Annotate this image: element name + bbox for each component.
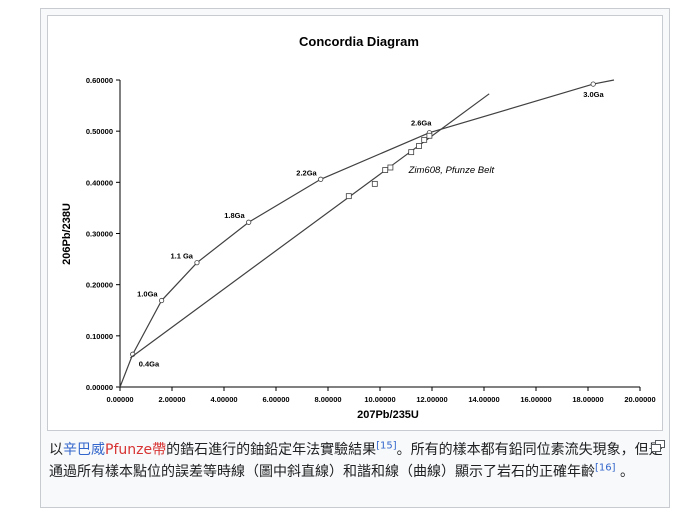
reference-15: [15] xyxy=(376,440,397,451)
x-axis-label: 207Pb/235U xyxy=(357,409,419,421)
discordia-label: Zim608, Pfunze Belt xyxy=(408,165,495,176)
reference-15-link[interactable]: [15] xyxy=(376,440,397,452)
age-label: 2.2Ga xyxy=(296,168,317,177)
sample-point xyxy=(421,136,428,143)
zimbabwe-link[interactable]: 辛巴威 xyxy=(63,442,105,458)
age-label: 1.8Ga xyxy=(224,211,245,220)
x-tick-label: 18.00000 xyxy=(572,395,603,404)
pfunze-belt-link[interactable]: Pfunze帶 xyxy=(105,442,167,458)
y-axis-label: 206Pb/238U xyxy=(61,203,73,265)
x-tick-label: 20.00000 xyxy=(624,395,655,404)
caption-text-2: 。所有的樣本都有鉛同位素流失現象，但是通過所有樣本點位的誤差等時線（圖中斜直線）… xyxy=(49,442,663,480)
x-tick-label: 16.00000 xyxy=(520,395,551,404)
x-tick-label: 2.00000 xyxy=(158,395,185,404)
x-tick-label: 6.00000 xyxy=(262,395,289,404)
reference-16: [16] xyxy=(595,462,616,473)
discordia-line xyxy=(130,93,490,359)
y-tick-label: 0.30000 xyxy=(86,230,113,239)
y-tick-label: 0.60000 xyxy=(86,76,113,85)
age-marker xyxy=(159,297,165,304)
sample-point xyxy=(345,193,352,200)
x-tick-label: 4.00000 xyxy=(210,395,237,404)
figure-thumbnail: Concordia Diagram 206Pb/238U 207Pb/235U … xyxy=(40,8,670,508)
y-tick-label: 0.50000 xyxy=(86,127,113,136)
sample-point xyxy=(426,132,433,139)
concordia-chart: Concordia Diagram 206Pb/238U 207Pb/235U … xyxy=(61,34,656,421)
x-tick-label: 8.00000 xyxy=(314,395,341,404)
age-label: 0.4Ga xyxy=(139,359,160,368)
x-tick-label: 0.00000 xyxy=(106,395,133,404)
sample-point xyxy=(416,143,422,149)
figure-caption: 以辛巴威Pfunze帶的鋯石進行的鈾鉛定年法實驗結果[15]。所有的樣本都有鉛同… xyxy=(49,439,663,483)
y-tick-label: 0.10000 xyxy=(86,332,113,341)
caption-text-3: 。 xyxy=(615,464,634,480)
age-label: 3.0Ga xyxy=(583,90,604,99)
sample-point xyxy=(387,164,394,171)
reference-16-link[interactable]: [16] xyxy=(595,462,616,474)
y-tick-label: 0.00000 xyxy=(86,383,113,392)
sample-point xyxy=(382,167,389,173)
age-label: 1.1 Ga xyxy=(170,252,193,261)
sample-point xyxy=(371,180,378,187)
age-label: 1.0Ga xyxy=(137,290,158,299)
x-tick-label: 14.00000 xyxy=(468,395,499,404)
age-marker xyxy=(590,81,596,87)
x-tick-label: 10.00000 xyxy=(364,395,395,404)
chart-image[interactable]: Concordia Diagram 206Pb/238U 207Pb/235U … xyxy=(47,15,663,431)
age-marker xyxy=(246,219,252,225)
magnify-icon[interactable] xyxy=(651,440,665,452)
concordia-curve xyxy=(119,79,615,388)
caption-text-1: 的鋯石進行的鈾鉛定年法實驗結果 xyxy=(166,442,377,458)
age-marker xyxy=(318,176,324,182)
age-label: 2.6Ga xyxy=(411,119,432,128)
caption-prefix: 以 xyxy=(49,442,63,458)
x-tick-label: 12.00000 xyxy=(416,395,447,404)
y-tick-label: 0.20000 xyxy=(86,281,113,290)
chart-title: Concordia Diagram xyxy=(299,34,419,49)
age-marker xyxy=(194,260,200,266)
y-tick-label: 0.40000 xyxy=(86,178,113,187)
sample-point xyxy=(408,149,415,156)
